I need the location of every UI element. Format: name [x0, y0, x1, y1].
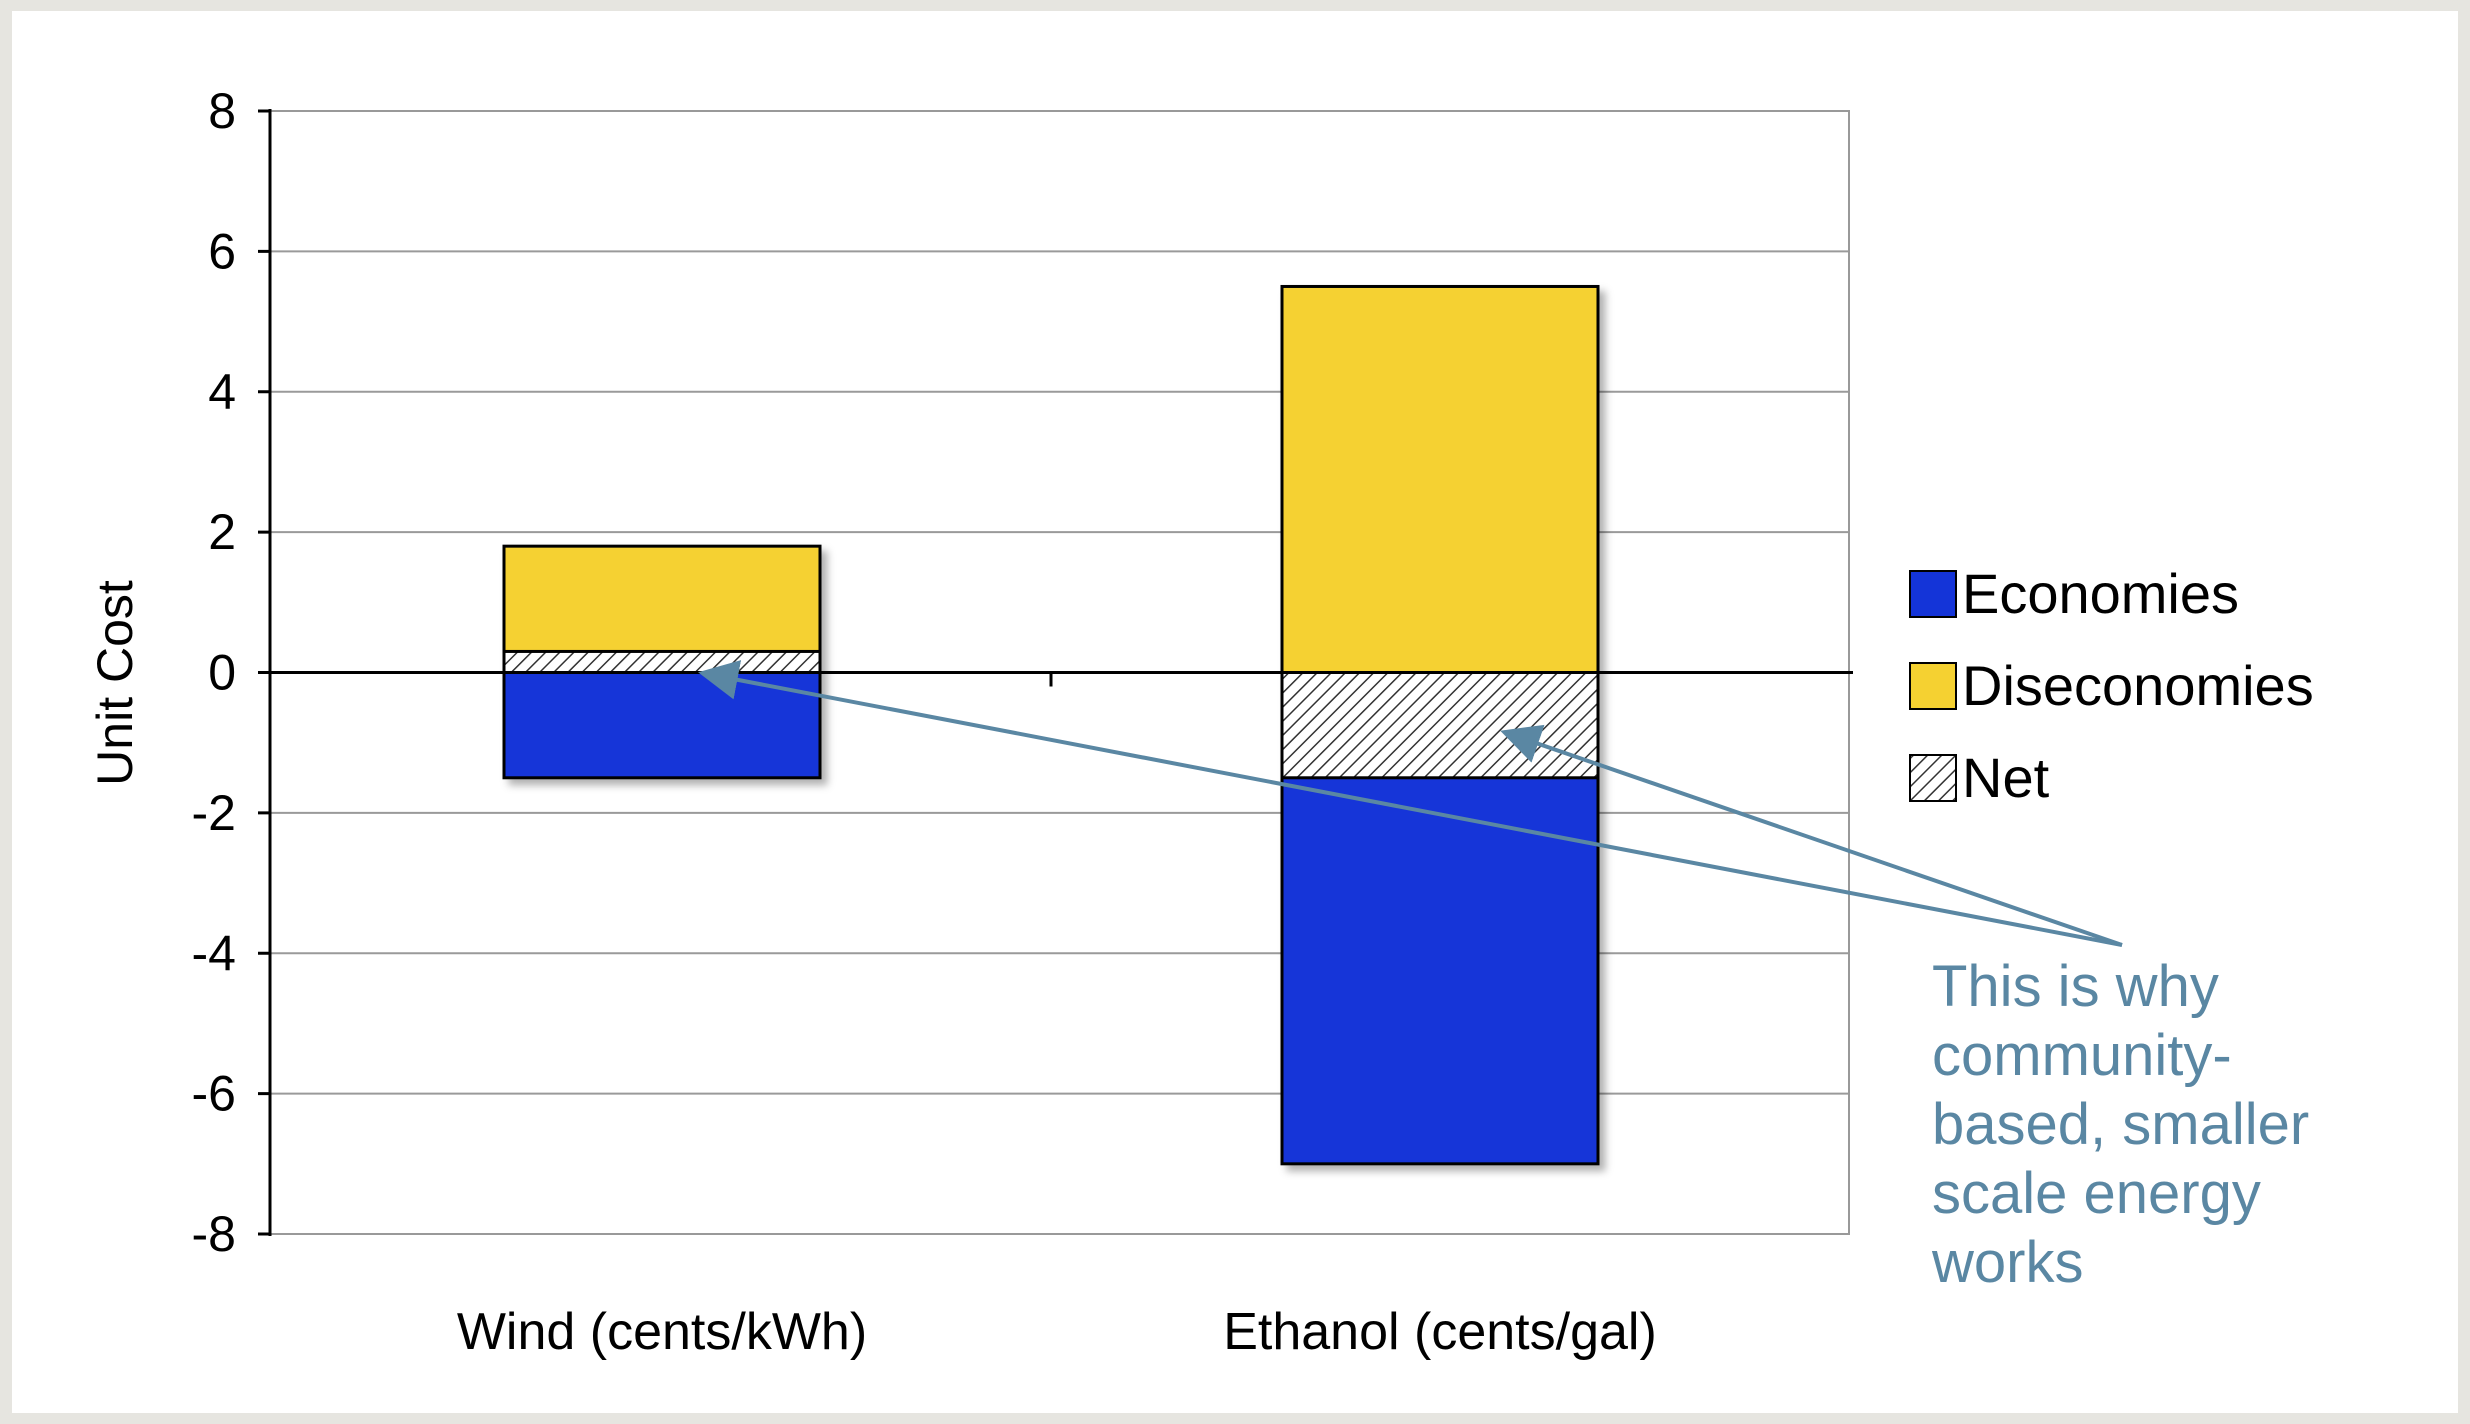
x-tick-label: Ethanol (cents/gal) — [1223, 1303, 1657, 1361]
legend-swatch-net — [1909, 754, 1957, 802]
slide-frame: -8 -6 -4 -2 0 2 4 6 8 Wind (cents/kWh) Ethanol (c… — [12, 11, 2458, 1413]
bar-group — [1280, 284, 1600, 1166]
annotation-line: works — [1931, 1230, 2083, 1295]
y-tick-label: -8 — [192, 1206, 236, 1262]
legend-swatch-diseconomies — [1909, 662, 1957, 710]
y-tick-label: -2 — [192, 785, 236, 841]
legend-label-economies: Economies — [1962, 562, 2239, 625]
legend-label-net: Net — [1962, 746, 2050, 809]
y-tick-label: 8 — [208, 83, 236, 139]
annotation-line: community- — [1932, 1023, 2232, 1088]
y-tick-label: -6 — [192, 1066, 236, 1122]
annotation-arrow — [1500, 724, 2123, 947]
annotation-line: scale energy — [1932, 1161, 2261, 1226]
y-tick-label: 0 — [208, 645, 236, 701]
annotation-line: based, smaller — [1932, 1092, 2309, 1157]
y-tick-label: 6 — [208, 223, 236, 279]
annotation-line: This is why — [1932, 954, 2219, 1019]
annotation-arrow — [698, 660, 2123, 947]
y-axis-label: Unit Cost — [87, 580, 143, 786]
x-tick-label: Wind (cents/kWh) — [457, 1303, 867, 1361]
y-tick-label: 4 — [208, 364, 236, 420]
legend-swatch-economies — [1909, 570, 1957, 618]
y-axis-ticks: -8 -6 -4 -2 0 2 4 6 8 — [192, 83, 1053, 1262]
chart: -8 -6 -4 -2 0 2 4 6 8 Wind (cents/kWh) Ethanol (c… — [87, 83, 2314, 1361]
x-axis-labels: Wind (cents/kWh) Ethanol (cents/gal) — [457, 1303, 1657, 1361]
bar-net — [1280, 671, 1600, 780]
bar-diseconomies — [1280, 284, 1600, 674]
y-tick-label: -4 — [192, 925, 236, 981]
bars — [502, 284, 1600, 1166]
y-tick-label: 2 — [208, 504, 236, 560]
legend-label-diseconomies: Diseconomies — [1962, 654, 2314, 717]
bar-economies — [502, 671, 822, 780]
bar-group — [502, 544, 822, 780]
legend: Economies Diseconomies Net — [1909, 562, 2314, 809]
bar-net — [502, 649, 822, 674]
